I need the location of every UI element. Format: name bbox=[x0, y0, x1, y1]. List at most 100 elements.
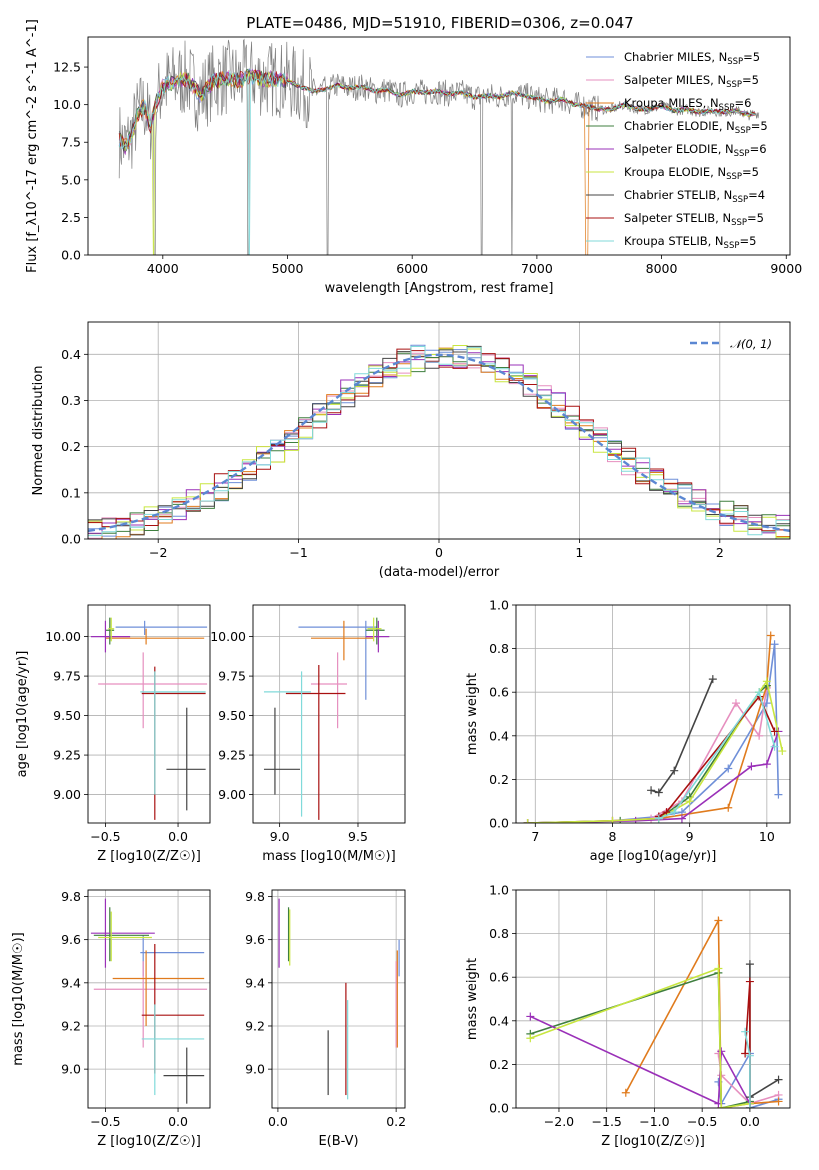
data-point-marker bbox=[654, 788, 663, 797]
plot-marks bbox=[263, 617, 390, 820]
tick-label-x: 9.0 bbox=[270, 829, 290, 844]
tick-label-y: 9.50 bbox=[53, 708, 81, 723]
chart-age_vs_mass: 9.0 9.5 9.00 9.25 9.50 9.75 10.00 mass [log10(M… bbox=[210, 604, 406, 864]
data-point-marker bbox=[745, 1104, 754, 1108]
x-axis-label: mass [log10(M/M☉)] bbox=[262, 849, 395, 864]
data-point-marker bbox=[762, 677, 771, 686]
tick-label-y: 0.3 bbox=[61, 393, 81, 408]
errorbar-salpeter-elodie bbox=[90, 898, 155, 968]
errorbar-kroupa-miles bbox=[310, 620, 374, 661]
data-point-marker bbox=[724, 803, 733, 812]
tick-label-y: 9.8 bbox=[245, 889, 265, 904]
legend-entry: Kroupa MILES, NSSP=6 bbox=[624, 96, 751, 113]
data-point-marker bbox=[647, 786, 656, 795]
legend-entry: Salpeter ELODIE, NSSP=6 bbox=[624, 142, 767, 159]
x-axis-label: (data-model)/error bbox=[379, 565, 500, 580]
plot-marks bbox=[90, 898, 208, 1104]
y-axis-label: mass [log10(M/M☉)] bbox=[11, 932, 26, 1065]
tick-label-x: 0.0 bbox=[268, 1114, 288, 1129]
series-chabrier-stelib bbox=[647, 675, 717, 797]
plot-marks bbox=[278, 898, 400, 1100]
tick-label-y: 1.0 bbox=[489, 598, 509, 613]
axes-frame bbox=[87, 36, 791, 256]
chart-massweight_vs_age: 7 8 9 10 0.0 0.2 0.4 0.6 0.8 1.0 age [log10(age/yr… bbox=[465, 598, 791, 864]
errorbar-chabrier-miles bbox=[140, 935, 205, 977]
tick-label-y: 12.5 bbox=[53, 60, 81, 75]
tick-label-x: 10 bbox=[759, 829, 775, 844]
x-axis-label: age [log10(age/yr)] bbox=[590, 849, 717, 864]
errorbar-kroupa-elodie bbox=[98, 911, 152, 962]
tick-label-y: 0.4 bbox=[61, 347, 81, 362]
data-point-marker bbox=[745, 1051, 754, 1060]
tick-label-x: 7000 bbox=[521, 261, 553, 276]
tick-label-y: 9.75 bbox=[53, 669, 81, 684]
data-point-marker bbox=[608, 816, 617, 823]
errorbar-chabrier-elodie bbox=[93, 907, 149, 962]
chart-residuals: −2 −1 0 1 2 0.0 0.1 0.2 0.3 0.4 (data-model)/error… bbox=[31, 321, 791, 580]
tick-label-x: −1.5 bbox=[592, 1114, 622, 1129]
data-point-marker bbox=[714, 916, 723, 925]
data-point-marker bbox=[731, 699, 740, 708]
tick-label-x: 5000 bbox=[272, 261, 304, 276]
tick-label-x: −1.0 bbox=[639, 1114, 669, 1129]
data-point-marker bbox=[670, 808, 679, 817]
errorbar-kroupa-stelib bbox=[263, 671, 311, 817]
series-line bbox=[527, 685, 768, 823]
errorbar-salpeter-miles bbox=[310, 652, 348, 729]
plot-marks bbox=[88, 344, 790, 539]
axes-frame bbox=[271, 889, 406, 1109]
series-chabrier-stelib bbox=[745, 960, 783, 1108]
plot-marks bbox=[90, 617, 208, 820]
tick-label-x: 9000 bbox=[770, 261, 802, 276]
tick-label-y: 9.00 bbox=[218, 787, 246, 802]
errorbar-chabrier-stelib bbox=[166, 707, 206, 811]
tick-label-y: 9.50 bbox=[218, 708, 246, 723]
data-point-marker bbox=[774, 1097, 783, 1106]
data-point-marker bbox=[717, 1104, 726, 1108]
legend-entry: Chabrier STELIB, NSSP=4 bbox=[624, 188, 765, 205]
tick-label-y: 0.1 bbox=[61, 485, 81, 500]
series-line bbox=[527, 687, 768, 823]
chart-age_vs_Z: −0.5 0.0 9.00 9.25 9.50 9.75 10.00 Z [log10(Z/Z… bbox=[15, 604, 211, 864]
tick-label-y: 0.6 bbox=[489, 685, 509, 700]
errorbar-salpeter-stelib bbox=[141, 943, 205, 1074]
tick-label-x: −2 bbox=[149, 545, 167, 560]
tick-label-y: 0.8 bbox=[489, 926, 509, 941]
tick-label-y: 9.0 bbox=[245, 1062, 265, 1077]
errorbar-chabrier-stelib bbox=[263, 707, 301, 795]
errorbar-chabrier-miles bbox=[298, 620, 377, 700]
histogram-kroupa-stelib bbox=[88, 346, 790, 537]
chart-massweight_vs_Z: −2.0 −1.5 −1.0 −0.5 0.0 0.0 0.2 0.4 0.6 0.8 1.0 Z [… bbox=[465, 883, 791, 1149]
x-axis-label: wavelength [Angstrom, rest frame] bbox=[325, 281, 554, 296]
tick-label-x: 9 bbox=[686, 829, 694, 844]
series-line bbox=[529, 1015, 751, 1105]
tick-label-y: 9.25 bbox=[218, 748, 246, 763]
data-point-marker bbox=[778, 747, 787, 756]
tick-label-y: 10.0 bbox=[53, 97, 81, 112]
tick-label-x: −0.5 bbox=[90, 1114, 120, 1129]
errorbar-chabrier-miles bbox=[115, 620, 208, 636]
axes-frame bbox=[252, 604, 406, 824]
tick-label-x: 4000 bbox=[147, 261, 179, 276]
axes-frame bbox=[87, 321, 791, 540]
data-point-marker bbox=[770, 727, 779, 736]
errorbar-salpeter-miles bbox=[98, 652, 208, 729]
errorbar-kroupa-stelib bbox=[140, 671, 206, 795]
tick-label-y: 9.75 bbox=[218, 669, 246, 684]
plot-area: 4000 5000 6000 7000 8000 90000.02.55.07.510.0… bbox=[11, 19, 802, 1149]
data-point-marker bbox=[741, 1027, 750, 1036]
errorbar-salpeter-elodie bbox=[365, 620, 390, 653]
tick-label-x: 0.2 bbox=[386, 1114, 406, 1129]
data-point-marker bbox=[677, 814, 686, 823]
series-kroupa-elodie bbox=[523, 677, 787, 823]
tick-label-x: 7 bbox=[531, 829, 539, 844]
tick-label-y: 10.00 bbox=[45, 629, 81, 644]
tick-label-x: 8000 bbox=[646, 261, 678, 276]
data-point-marker bbox=[685, 797, 694, 806]
y-axis-label: Flux [f_λ10^-17 erg cm^-2 s^-1 A^-1] bbox=[25, 19, 40, 273]
legend: Chabrier MILES, NSSP=5 Salpeter MILES, NS… bbox=[586, 50, 768, 251]
data-point-marker bbox=[708, 675, 717, 684]
series-line bbox=[749, 964, 779, 1108]
tick-label-y: 9.2 bbox=[61, 1018, 81, 1033]
